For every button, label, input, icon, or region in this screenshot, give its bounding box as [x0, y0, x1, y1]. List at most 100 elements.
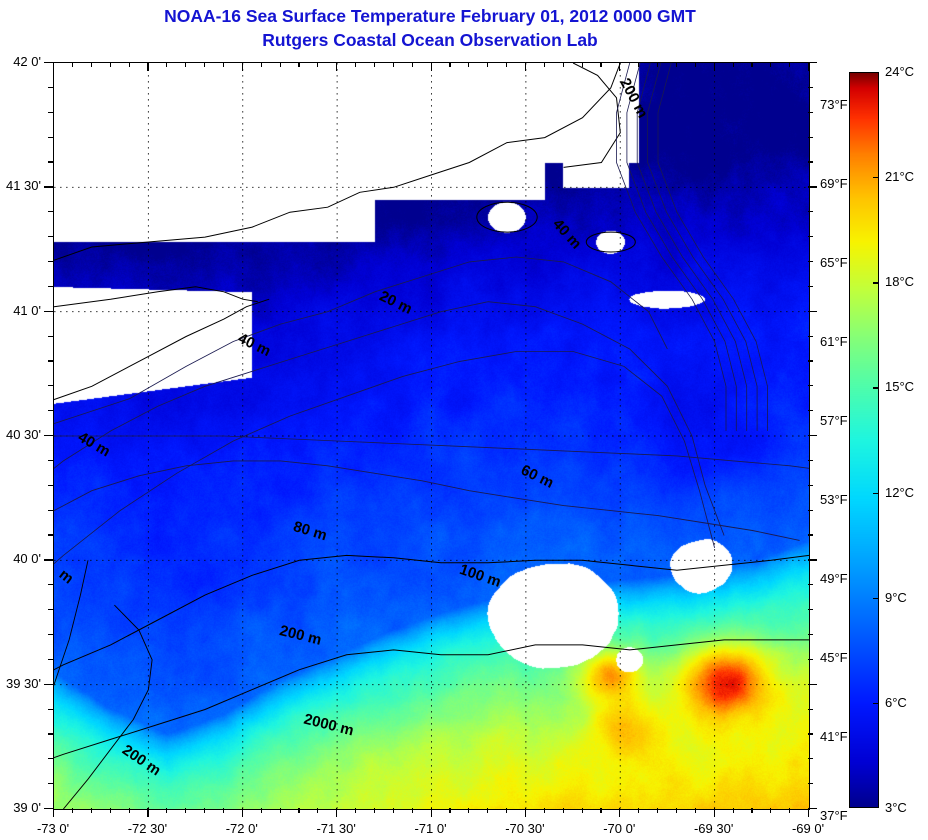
isobath-label-c80: 80 m — [291, 518, 329, 544]
colorbar-label-21c: 21°C — [885, 169, 915, 185]
axis-tick — [808, 111, 813, 113]
axis-tick — [48, 584, 53, 586]
longitude-label-neg73: -73 0' — [36, 821, 70, 836]
fahrenheit-label-49f: 49°F — [820, 571, 848, 587]
coastline-long-island-north — [54, 286, 258, 308]
axis-tick — [336, 808, 338, 817]
axis-tick — [430, 62, 432, 71]
axis-tick — [808, 310, 817, 312]
axis-tick — [48, 484, 53, 486]
axis-tick — [185, 62, 187, 67]
axis-tick — [44, 62, 53, 64]
axis-tick — [48, 758, 53, 760]
axis-tick — [751, 808, 753, 813]
axis-tick — [808, 385, 813, 387]
isobath-georges-bank-1 — [626, 63, 737, 431]
isobath-200m — [54, 554, 809, 671]
axis-tick — [317, 808, 319, 813]
axis-tick — [619, 62, 621, 71]
axis-tick — [222, 62, 225, 67]
axis-tick — [808, 360, 813, 362]
axis-tick — [260, 808, 262, 813]
axis-tick — [48, 211, 53, 213]
colorbar-tick-9 — [873, 597, 879, 599]
axis-tick — [808, 658, 813, 660]
axis-tick — [657, 62, 659, 67]
longitude-label-neg70: -70 0' — [603, 821, 636, 836]
coastline-southern-new-england — [54, 63, 621, 261]
axis-tick — [48, 86, 53, 89]
latitude-label-41-5: 41 30' — [5, 178, 41, 194]
axis-tick — [260, 62, 262, 67]
colorbar-tick-21 — [873, 177, 879, 179]
latitude-label-42: 42 0' — [13, 54, 41, 69]
fahrenheit-label-65f: 65°F — [820, 255, 848, 271]
axis-tick — [808, 410, 813, 412]
axis-tick — [48, 360, 53, 362]
colorbar-tick-18 — [873, 282, 879, 284]
axis-tick — [506, 62, 508, 67]
longitude-label-neg70-5: -70 30' — [505, 821, 545, 836]
colorbar-tick-6 — [873, 702, 879, 705]
fahrenheit-label-53f: 53°F — [820, 492, 848, 508]
axis-tick — [808, 683, 817, 685]
axis-tick — [44, 683, 53, 685]
axis-tick — [241, 808, 243, 817]
axis-tick — [298, 808, 300, 813]
axis-tick — [524, 62, 527, 71]
axis-tick — [204, 62, 206, 67]
axis-tick — [751, 62, 753, 67]
axis-tick — [732, 62, 734, 67]
axis-tick — [48, 783, 53, 785]
isobath-100m — [54, 460, 800, 541]
axis-tick — [808, 509, 813, 511]
isobath-label-c200b: 200 m — [278, 622, 323, 649]
axis-tick — [128, 808, 130, 813]
isobath-label-c100: 100 m — [457, 561, 503, 591]
axis-tick — [808, 534, 813, 536]
latitude-label-40: 40 0' — [13, 551, 41, 567]
axis-tick — [694, 808, 696, 813]
isobath-2000m — [54, 639, 809, 759]
axis-tick — [430, 808, 432, 817]
axis-tick — [808, 211, 813, 213]
longitude-label-neg69: -69 0' — [791, 821, 825, 836]
axis-tick — [71, 62, 74, 67]
axis-tick — [675, 62, 678, 67]
isobath-20m — [54, 256, 668, 425]
page-subtitle: Rutgers Coastal Ocean Observation Lab — [262, 29, 598, 50]
colorbar — [849, 72, 879, 808]
axis-tick — [109, 808, 111, 813]
isobath-label-c20: 20 m — [377, 288, 415, 318]
axis-tick — [808, 62, 817, 64]
axis-tick — [713, 62, 715, 71]
axis-tick — [732, 808, 734, 813]
colorbar-label-24c: 24°C — [885, 64, 915, 79]
axis-tick — [675, 808, 678, 813]
coastline-cape-cod — [563, 63, 621, 168]
axis-tick — [543, 808, 545, 813]
axis-tick — [789, 62, 791, 67]
axis-tick — [808, 236, 813, 238]
colorbar-gradient — [849, 72, 879, 808]
coastline-nantucket — [585, 231, 636, 253]
isobath-label-c2000: 2000 m — [302, 711, 355, 740]
axis-tick — [373, 808, 376, 813]
fahrenheit-label-69f: 69°F — [820, 176, 848, 192]
axis-tick — [487, 62, 489, 67]
axis-tick — [222, 808, 225, 813]
axis-tick — [279, 808, 281, 813]
axis-tick — [808, 783, 813, 785]
axis-tick — [808, 609, 813, 611]
axis-tick — [298, 62, 300, 67]
axis-tick — [713, 808, 715, 817]
axis-tick — [48, 335, 53, 337]
colorbar-label-9c: 9°C — [885, 589, 907, 605]
axis-tick — [48, 459, 53, 462]
axis-tick — [355, 62, 357, 67]
axis-tick — [71, 808, 74, 813]
axis-tick — [48, 708, 53, 710]
longitude-label-neg71-5: -71 30' — [316, 821, 356, 836]
axis-tick — [506, 808, 508, 813]
